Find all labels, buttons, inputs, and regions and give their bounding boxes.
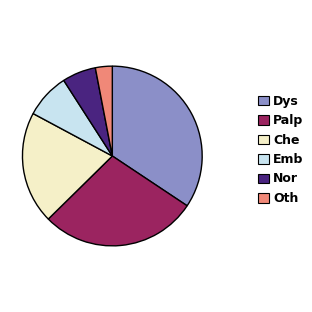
Wedge shape — [22, 114, 112, 219]
Legend: Dys, Palp, Che, Emb, Nor, Oth: Dys, Palp, Che, Emb, Nor, Oth — [256, 92, 306, 207]
Wedge shape — [64, 68, 112, 156]
Wedge shape — [112, 66, 202, 206]
Wedge shape — [95, 66, 112, 156]
Wedge shape — [33, 80, 112, 156]
Wedge shape — [48, 156, 187, 246]
